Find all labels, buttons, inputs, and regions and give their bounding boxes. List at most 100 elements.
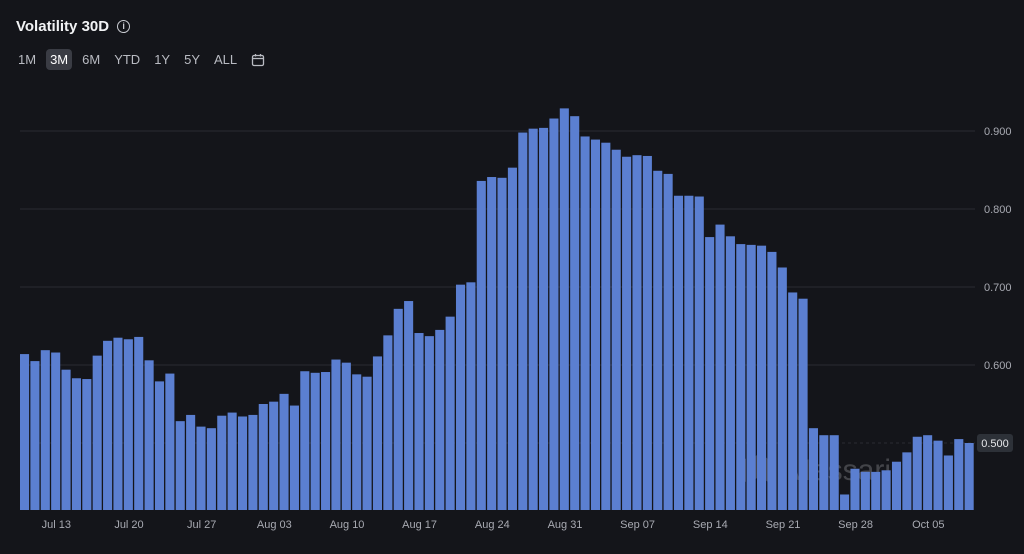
- bar[interactable]: [92, 355, 102, 510]
- bar[interactable]: [788, 292, 798, 510]
- bar[interactable]: [362, 376, 372, 510]
- bar[interactable]: [798, 298, 808, 510]
- bar[interactable]: [777, 267, 787, 511]
- bar[interactable]: [860, 471, 870, 510]
- bar[interactable]: [144, 360, 154, 510]
- bar[interactable]: [393, 308, 403, 510]
- bar[interactable]: [321, 372, 331, 510]
- bar[interactable]: [736, 244, 746, 510]
- bar[interactable]: [445, 316, 455, 510]
- range-ytd[interactable]: YTD: [114, 52, 141, 67]
- bar[interactable]: [943, 455, 953, 510]
- range-6m[interactable]: 6M: [82, 52, 101, 67]
- bar[interactable]: [497, 177, 507, 511]
- bar[interactable]: [684, 195, 694, 511]
- bar[interactable]: [954, 439, 964, 510]
- bar[interactable]: [383, 335, 393, 510]
- bar[interactable]: [289, 405, 299, 510]
- bar[interactable]: [300, 371, 310, 510]
- bar[interactable]: [559, 108, 569, 510]
- bar[interactable]: [725, 236, 735, 511]
- bar[interactable]: [414, 333, 424, 510]
- bar[interactable]: [352, 374, 362, 510]
- bar[interactable]: [82, 379, 92, 510]
- bar[interactable]: [518, 132, 528, 510]
- bar[interactable]: [912, 436, 922, 510]
- bar[interactable]: [881, 470, 891, 510]
- calendar-icon[interactable]: [251, 53, 265, 67]
- info-icon[interactable]: i: [117, 20, 131, 33]
- range-all[interactable]: ALL: [214, 52, 238, 67]
- bar[interactable]: [507, 167, 517, 510]
- bar[interactable]: [757, 245, 767, 510]
- bar[interactable]: [611, 149, 621, 510]
- bar[interactable]: [601, 142, 611, 510]
- bar[interactable]: [850, 468, 860, 510]
- bar[interactable]: [808, 428, 818, 510]
- bar[interactable]: [653, 170, 663, 510]
- bar[interactable]: [580, 136, 590, 510]
- bar[interactable]: [466, 282, 476, 510]
- bar[interactable]: [123, 339, 133, 510]
- bar[interactable]: [404, 301, 414, 510]
- bar[interactable]: [279, 393, 289, 510]
- bar[interactable]: [476, 180, 486, 511]
- bar[interactable]: [40, 350, 50, 510]
- bar[interactable]: [20, 354, 30, 510]
- bar[interactable]: [258, 404, 268, 510]
- bar[interactable]: [134, 336, 144, 510]
- bar[interactable]: [923, 435, 933, 510]
- bar[interactable]: [269, 401, 279, 510]
- bar[interactable]: [372, 356, 383, 510]
- bar[interactable]: [673, 195, 684, 511]
- bar[interactable]: [570, 116, 580, 511]
- bar[interactable]: [819, 435, 829, 510]
- bar[interactable]: [186, 414, 196, 510]
- bar[interactable]: [549, 118, 559, 511]
- bar[interactable]: [829, 435, 839, 510]
- bar[interactable]: [455, 284, 466, 510]
- bar[interactable]: [767, 251, 777, 510]
- bar[interactable]: [113, 337, 123, 510]
- bar[interactable]: [196, 426, 206, 510]
- bar[interactable]: [175, 421, 185, 510]
- range-1y[interactable]: 1Y: [154, 52, 171, 67]
- bar[interactable]: [871, 471, 881, 510]
- bar[interactable]: [165, 373, 175, 510]
- bar[interactable]: [715, 224, 725, 510]
- bar[interactable]: [237, 416, 248, 510]
- bar[interactable]: [705, 237, 715, 510]
- bar[interactable]: [933, 440, 943, 510]
- bar[interactable]: [539, 127, 549, 510]
- bar[interactable]: [71, 378, 81, 510]
- bar[interactable]: [642, 155, 652, 510]
- bar[interactable]: [663, 173, 673, 510]
- bar[interactable]: [694, 196, 704, 510]
- bar[interactable]: [964, 443, 974, 510]
- bar[interactable]: [331, 359, 341, 510]
- bar[interactable]: [30, 361, 40, 510]
- bar[interactable]: [61, 369, 71, 510]
- bar[interactable]: [622, 156, 632, 511]
- bar[interactable]: [840, 494, 850, 510]
- bar[interactable]: [528, 128, 538, 510]
- bar[interactable]: [154, 381, 165, 510]
- bar[interactable]: [206, 428, 216, 510]
- bar[interactable]: [227, 412, 237, 510]
- bar[interactable]: [746, 244, 756, 510]
- range-3m[interactable]: 3M: [46, 49, 73, 70]
- bar[interactable]: [341, 362, 351, 510]
- bar[interactable]: [632, 155, 642, 510]
- bar[interactable]: [103, 340, 113, 510]
- bar[interactable]: [248, 414, 258, 510]
- bar[interactable]: [435, 329, 445, 510]
- bar[interactable]: [424, 336, 434, 510]
- bar[interactable]: [902, 452, 912, 510]
- bar[interactable]: [217, 415, 227, 510]
- bar[interactable]: [51, 352, 61, 510]
- bar[interactable]: [891, 461, 902, 510]
- bar[interactable]: [487, 177, 497, 510]
- range-5y[interactable]: 5Y: [184, 52, 200, 67]
- bar[interactable]: [590, 139, 600, 510]
- range-1m[interactable]: 1M: [18, 52, 37, 67]
